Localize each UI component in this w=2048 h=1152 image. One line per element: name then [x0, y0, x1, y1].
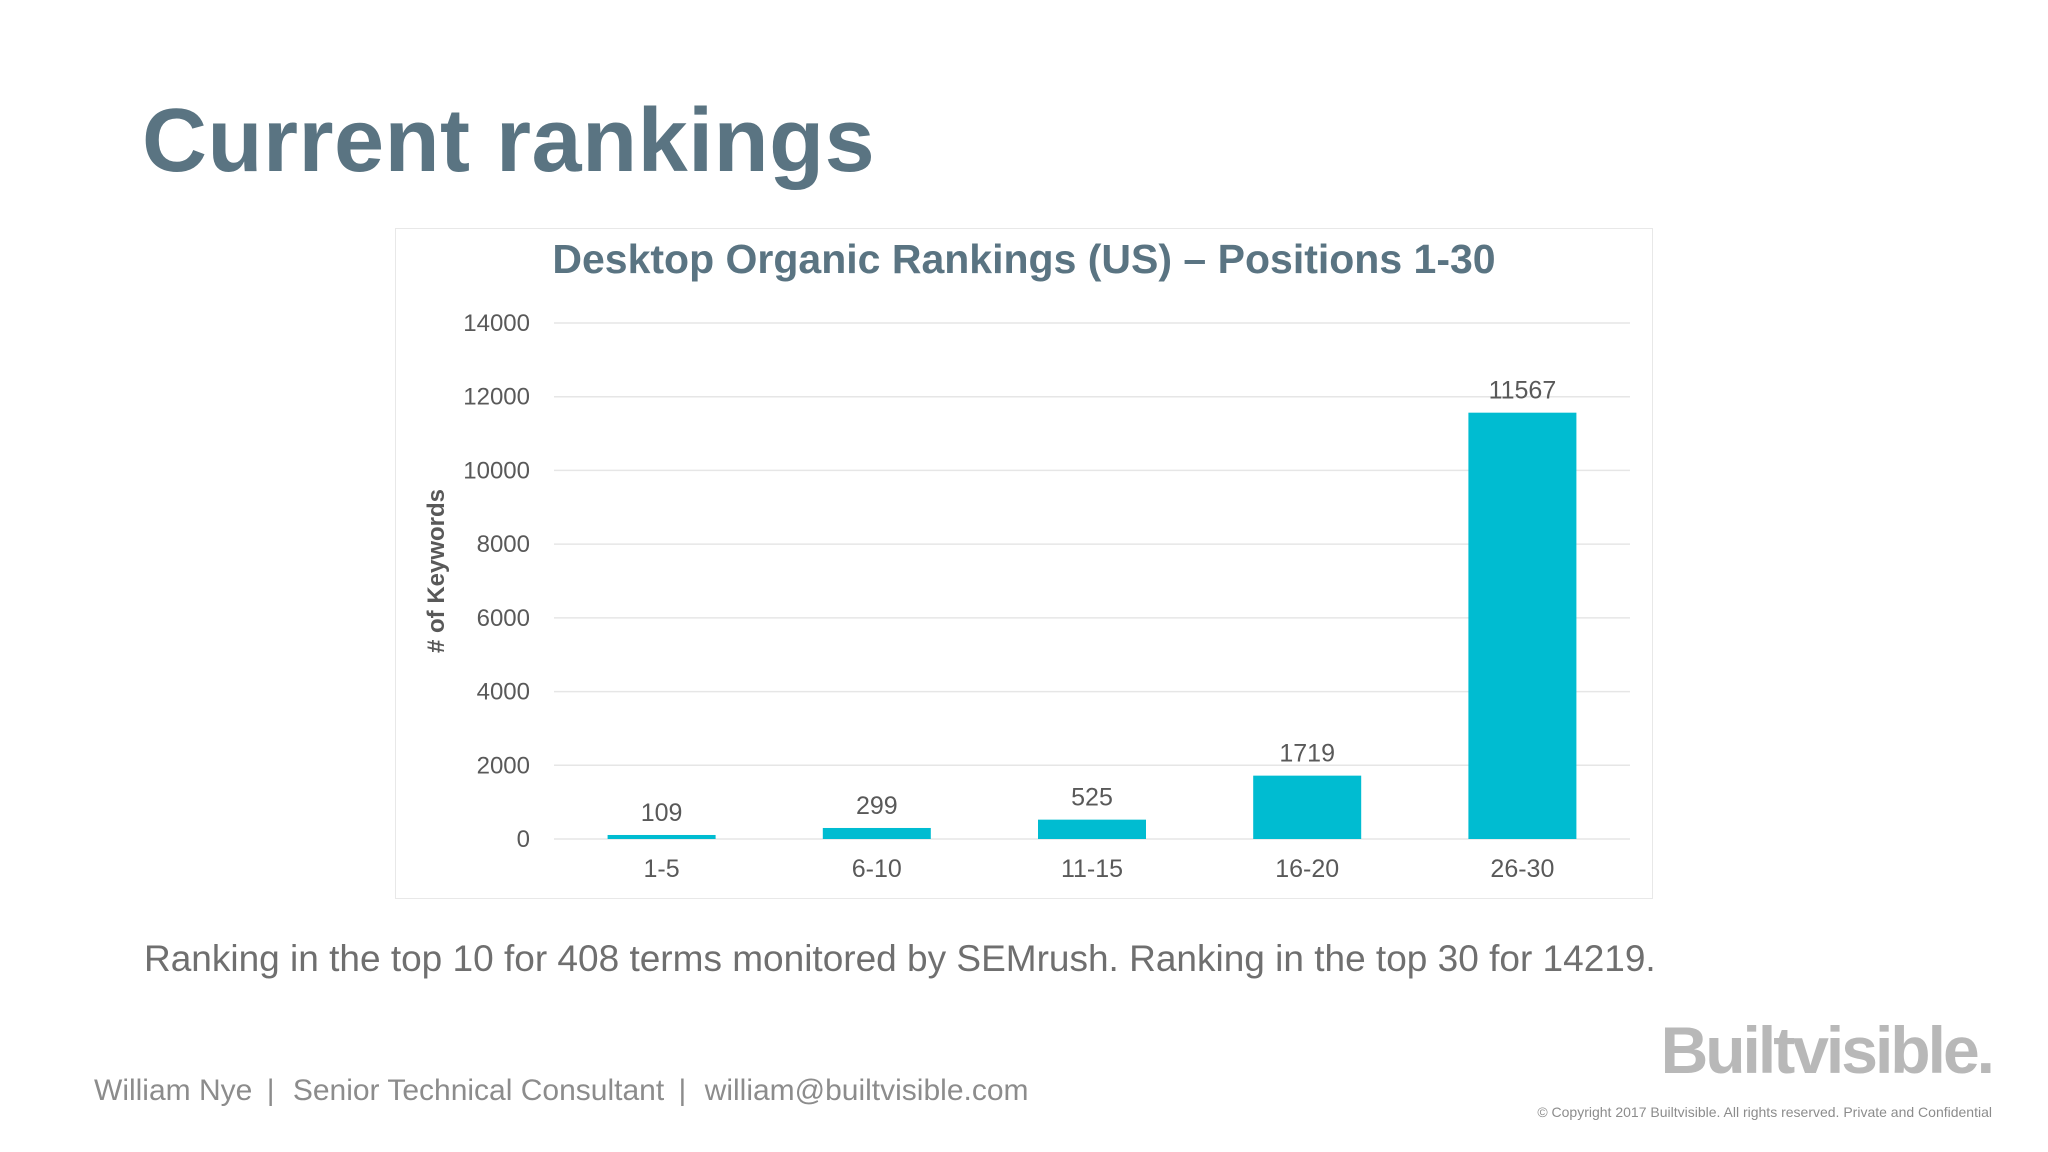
presenter-email: william@builtvisible.com: [704, 1074, 1029, 1107]
bar-26-30: [1468, 412, 1577, 839]
y-axis-label: # of Keywords: [423, 489, 450, 653]
presenter-role: Senior Technical Consultant: [292, 1074, 665, 1107]
bar-6-10: [822, 827, 931, 839]
caption: Ranking in the top 10 for 408 terms moni…: [144, 938, 1656, 979]
bar-chart: Desktop Organic Rankings (US) – Position…: [423, 236, 1630, 883]
separator: |: [266, 1074, 275, 1107]
y-tick-label: 0: [517, 826, 530, 853]
bar-1-5: [607, 834, 716, 839]
y-tick-label: 4000: [477, 679, 530, 706]
gridlines: [554, 322, 1630, 840]
data-label: 11567: [1489, 377, 1557, 405]
x-tick-label: 11-15: [1061, 855, 1123, 883]
y-tick-label: 10000: [463, 457, 530, 484]
bars: [607, 412, 1577, 839]
copyright-notice: © Copyright 2017 Builtvisible. All right…: [1537, 1104, 1992, 1120]
y-tick-label: 6000: [477, 605, 530, 632]
y-tick-label: 14000: [463, 310, 530, 337]
bar-11-15: [1038, 819, 1146, 839]
y-axis: 0 2000 4000 6000 8000 10000 12000 14000: [463, 310, 530, 853]
y-tick-label: 2000: [477, 752, 530, 779]
data-label: 525: [1071, 784, 1113, 812]
x-tick-label: 16-20: [1275, 855, 1339, 883]
presenter-info: William Nye | Senior Technical Consultan…: [94, 1074, 1029, 1108]
data-label: 1719: [1279, 740, 1335, 768]
presenter-name: William Nye: [94, 1074, 253, 1107]
x-tick-label: 1-5: [644, 855, 680, 883]
y-tick-label: 12000: [463, 384, 530, 411]
brand-logo: Builtvisible.: [1660, 1013, 1995, 1087]
x-tick-label: 26-30: [1490, 855, 1554, 883]
x-tick-label: 6-10: [852, 855, 902, 883]
data-labels: 109 299 525 1719 11567: [641, 377, 1556, 827]
chart-title: Desktop Organic Rankings (US) – Position…: [552, 236, 1495, 282]
bar-16-20: [1253, 775, 1362, 839]
separator: |: [678, 1074, 687, 1107]
chart-container: Desktop Organic Rankings (US) – Position…: [395, 228, 1653, 899]
x-axis: 1-5 6-10 11-15 16-20 26-30: [644, 855, 1555, 883]
data-label: 299: [856, 792, 898, 820]
y-tick-label: 8000: [477, 531, 530, 558]
page-title: Current rankings: [142, 91, 876, 191]
data-label: 109: [641, 799, 683, 827]
